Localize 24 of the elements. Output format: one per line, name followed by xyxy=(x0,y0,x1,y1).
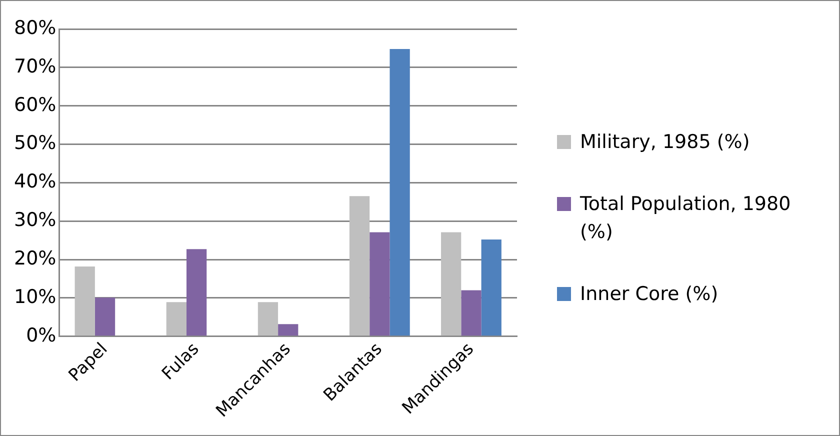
y-tick-label: 80% xyxy=(14,16,56,39)
y-tick-label: 0% xyxy=(26,324,56,346)
bar xyxy=(461,290,482,336)
bar xyxy=(349,196,370,336)
y-tick-label: 20% xyxy=(14,247,56,270)
bar xyxy=(94,298,116,336)
bar xyxy=(441,232,462,336)
bar xyxy=(390,48,410,336)
y-tick-label: 50% xyxy=(14,132,56,154)
y-tick-label: 30% xyxy=(14,209,56,232)
y-tick-label: 70% xyxy=(14,55,56,78)
legend-label: Total Population, 1980 (%) xyxy=(580,192,792,245)
bar xyxy=(481,240,502,336)
legend-label: Military, 1985 (%) xyxy=(580,130,750,155)
bar xyxy=(186,249,207,336)
y-tick-label: 40% xyxy=(14,170,56,193)
bar xyxy=(278,324,298,336)
bar xyxy=(74,266,95,336)
bar xyxy=(258,302,278,336)
bar xyxy=(370,232,390,336)
legend-label: Inner Core (%) xyxy=(580,282,718,307)
y-tick-label: 60% xyxy=(14,94,56,116)
y-tick-label: 10% xyxy=(14,286,56,308)
bar xyxy=(166,302,186,336)
